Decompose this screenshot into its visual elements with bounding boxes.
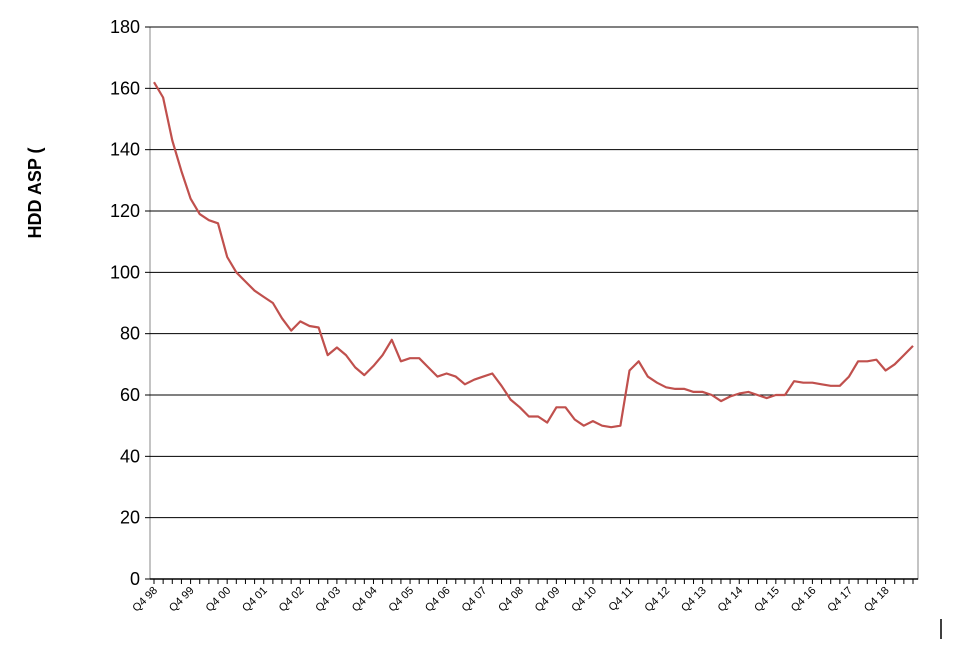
x-tick-label: Q4 05 xyxy=(386,585,416,615)
x-tick-label: Q4 12 xyxy=(643,585,673,615)
x-tick-label: Q4 08 xyxy=(496,585,526,615)
series-layer xyxy=(153,81,914,429)
x-tick-label: Q4 14 xyxy=(716,585,746,615)
series-line xyxy=(153,81,914,429)
plot-frame xyxy=(149,26,919,580)
x-tick-label: Q4 13 xyxy=(679,585,709,615)
y-tick-label: 60 xyxy=(120,385,140,405)
gridlines xyxy=(145,26,918,584)
y-tick-label: 80 xyxy=(120,324,140,344)
y-tick-label: 20 xyxy=(120,508,140,528)
x-tick-label: Q4 06 xyxy=(423,585,453,615)
x-tick-label: Q4 00 xyxy=(204,585,234,615)
y-tick-label: 0 xyxy=(130,569,140,589)
y-tick-label: 160 xyxy=(110,78,140,98)
y-tick-label: 40 xyxy=(120,446,140,466)
x-tick-labels: Q4 98 Q4 99 Q4 00 Q4 01 Q4 02 Q4 03 Q4 04 Q4 05… xyxy=(130,585,891,615)
x-tick-label: Q4 17 xyxy=(825,585,855,615)
x-tick-label: Q4 07 xyxy=(460,585,490,615)
y-tick-labels: 0 20 40 60 80 100 120 140 160 180 xyxy=(110,17,140,589)
y-tick-label: 180 xyxy=(110,17,140,37)
x-tick-label: Q4 16 xyxy=(789,585,819,615)
x-tick-label: Q4 15 xyxy=(752,585,782,615)
x-tick-label: Q4 09 xyxy=(533,585,563,615)
y-tick-label: 100 xyxy=(110,262,140,282)
y-tick-label: 140 xyxy=(110,140,140,160)
x-tick-label: Q4 99 xyxy=(167,585,197,615)
x-tick-label: Q4 02 xyxy=(277,585,307,615)
x-tick-label: Q4 18 xyxy=(862,585,892,615)
x-tick-label: Q4 10 xyxy=(569,585,599,615)
x-tick-label: Q4 01 xyxy=(240,585,270,615)
x-tick-label: Q4 03 xyxy=(313,585,343,615)
y-tick-label: 120 xyxy=(110,201,140,221)
y-axis-label: HDD ASP ( xyxy=(25,147,45,238)
x-tick-label: Q4 98 xyxy=(130,585,160,615)
x-tick-label: Q4 04 xyxy=(350,585,380,615)
x-tick-label: Q4 11 xyxy=(607,585,636,614)
